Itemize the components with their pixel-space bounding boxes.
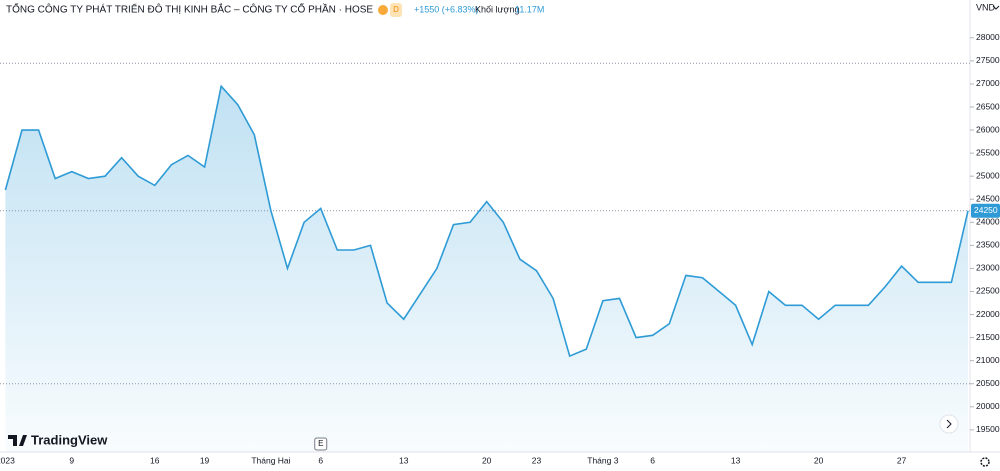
dropdown-icon[interactable] bbox=[992, 5, 1000, 10]
y-tick-label: 21500 bbox=[976, 332, 1000, 342]
scroll-icon bbox=[946, 419, 952, 429]
logo: TradingView bbox=[8, 432, 108, 447]
y-tick-label: 26500 bbox=[976, 101, 1000, 111]
last-value-label: 24250 bbox=[974, 205, 998, 215]
y-tick-label: 22000 bbox=[976, 309, 1000, 319]
x-tick-label: 13 bbox=[399, 455, 409, 465]
event-marker-label: E bbox=[318, 439, 323, 448]
y-tick-label: 22500 bbox=[976, 286, 1000, 296]
y-tick-label: 20500 bbox=[976, 378, 1000, 388]
y-tick-label: 27500 bbox=[976, 55, 1000, 65]
last-value-box bbox=[971, 203, 1000, 218]
x-tick-label: 6 bbox=[318, 455, 323, 465]
y-tick-label: 24000 bbox=[976, 217, 1000, 227]
y-tick-label: 27000 bbox=[976, 78, 1000, 88]
x-tick-label: 19 bbox=[200, 455, 210, 465]
legend-header: TỔNG CÔNG TY PHÁT TRIỂN ĐÔ THỊ KINH BẮC … bbox=[6, 3, 544, 17]
chart-title: TỔNG CÔNG TY PHÁT TRIỂN ĐÔ THỊ KINH BẮC … bbox=[6, 3, 373, 16]
y-tick-label: 21000 bbox=[976, 355, 1000, 365]
x-tick-label: 20 bbox=[482, 455, 492, 465]
x-tick-label: 6 bbox=[650, 455, 655, 465]
x-tick-label: Tháng 3 bbox=[587, 455, 618, 465]
brand: TradingView bbox=[31, 432, 108, 447]
x-tick-label: 16 bbox=[150, 455, 160, 465]
y-tick-label: 20000 bbox=[976, 401, 1000, 411]
line bbox=[4, 84, 969, 358]
y-tick-label: 25000 bbox=[976, 170, 1000, 180]
x-tick-label: 23 bbox=[532, 455, 542, 465]
logo-icon bbox=[8, 435, 27, 446]
y-tick-label: 26000 bbox=[976, 124, 1000, 134]
interval-badge[interactable] bbox=[390, 3, 402, 17]
x-tick-label: 20 bbox=[814, 455, 824, 465]
volume: 11.17M bbox=[515, 4, 544, 14]
x-tick-label: 9 bbox=[69, 455, 74, 465]
change: +1550 (+6.83%) bbox=[414, 4, 479, 14]
area bbox=[5, 86, 968, 452]
x-tick-label: Tháng Hai bbox=[251, 455, 290, 465]
status-dot bbox=[378, 5, 388, 15]
x-tick-label: 13 bbox=[731, 455, 741, 465]
volume-label: Khối lượng bbox=[475, 4, 519, 14]
settings-button[interactable] bbox=[980, 457, 990, 467]
y-tick-label: 25500 bbox=[976, 147, 1000, 157]
y-tick-label: 23500 bbox=[976, 240, 1000, 250]
currency[interactable]: VND bbox=[976, 2, 996, 12]
y-tick-label: 19500 bbox=[976, 424, 1000, 434]
interval: D bbox=[393, 5, 399, 14]
scroll-button[interactable] bbox=[939, 414, 959, 434]
event-marker bbox=[314, 437, 328, 451]
x-tick-label: 27 bbox=[897, 455, 907, 465]
y-tick-label: 24500 bbox=[976, 193, 1000, 203]
y-tick-label: 23000 bbox=[976, 263, 1000, 273]
y-tick-label: 28000 bbox=[976, 32, 1000, 42]
